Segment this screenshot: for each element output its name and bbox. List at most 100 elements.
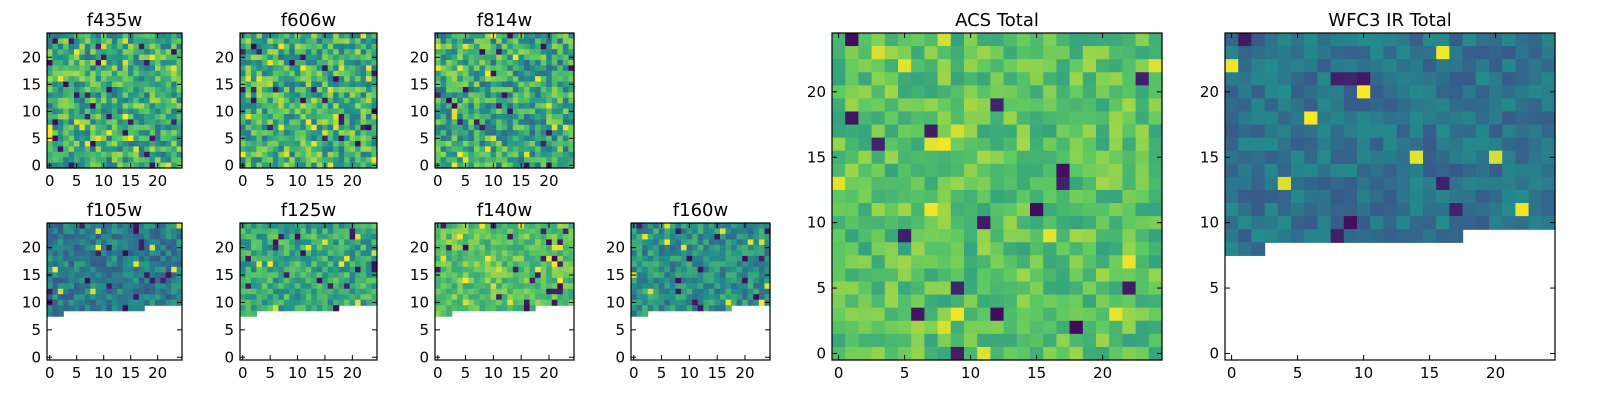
heatmap-cell bbox=[155, 76, 161, 83]
heatmap-cell bbox=[294, 54, 301, 61]
heatmap-cell bbox=[686, 266, 693, 273]
heatmap-cell bbox=[540, 92, 547, 99]
heatmap-cell bbox=[451, 76, 458, 83]
heatmap-cell bbox=[675, 255, 682, 262]
heatmap-cell bbox=[90, 255, 97, 262]
heatmap-cell bbox=[557, 244, 564, 251]
heatmap-cell bbox=[562, 54, 570, 61]
heatmap-cell bbox=[144, 76, 151, 83]
heatmap-cell bbox=[832, 85, 846, 99]
heatmap-cell bbox=[138, 277, 145, 284]
heatmap-cell bbox=[485, 162, 492, 169]
heatmap-cell bbox=[1016, 150, 1031, 165]
heatmap-cell bbox=[924, 255, 939, 270]
heatmap-cell bbox=[507, 87, 514, 93]
heatmap-cell bbox=[562, 283, 570, 290]
heatmap-cell bbox=[250, 162, 258, 169]
heatmap-cell bbox=[529, 130, 536, 137]
heatmap-cell bbox=[272, 135, 279, 142]
heatmap-cell bbox=[366, 299, 373, 306]
heatmap-cell bbox=[557, 114, 564, 120]
heatmap-cell bbox=[468, 151, 475, 158]
heatmap-cell bbox=[90, 60, 97, 66]
heatmap-cell bbox=[316, 76, 323, 83]
heatmap-cell bbox=[283, 288, 290, 295]
heatmap-cell bbox=[366, 233, 373, 241]
heatmap-cell bbox=[742, 288, 749, 295]
heatmap-cell bbox=[540, 162, 547, 169]
heatmap-cell bbox=[144, 288, 151, 295]
heatmap-cell bbox=[52, 141, 59, 147]
heatmap-cell bbox=[52, 272, 59, 279]
heatmap-cell bbox=[1528, 111, 1543, 126]
heatmap-cell bbox=[74, 294, 80, 301]
heatmap-cell bbox=[294, 103, 301, 110]
heatmap-cell bbox=[832, 242, 846, 256]
heatmap-cell bbox=[240, 283, 247, 290]
heatmap-cell bbox=[250, 288, 258, 295]
heatmap-cell bbox=[344, 288, 351, 295]
heatmap-cell bbox=[327, 288, 334, 295]
heatmap-cell bbox=[278, 146, 285, 153]
heatmap-cell bbox=[283, 33, 290, 39]
heatmap-cell bbox=[245, 272, 252, 279]
heatmap-cell bbox=[101, 233, 107, 241]
heatmap-cell bbox=[964, 242, 978, 256]
heatmap-cell bbox=[697, 250, 704, 257]
heatmap-cell bbox=[435, 310, 442, 317]
heatmap-cell bbox=[764, 294, 771, 301]
heatmap-cell bbox=[289, 277, 296, 284]
heatmap-cell bbox=[501, 103, 508, 110]
heatmap-cell bbox=[1343, 203, 1358, 217]
heatmap-cell bbox=[305, 92, 312, 99]
heatmap-cell bbox=[832, 72, 846, 86]
heatmap-cell bbox=[529, 299, 536, 306]
heatmap-cell bbox=[990, 33, 1005, 47]
heatmap-cell bbox=[138, 49, 145, 56]
heatmap-cell bbox=[518, 299, 525, 306]
heatmap-cell bbox=[845, 229, 859, 243]
heatmap-cell bbox=[106, 223, 113, 230]
heatmap-cell bbox=[74, 288, 80, 295]
heatmap-cell bbox=[68, 60, 75, 66]
heatmap-cell bbox=[1528, 203, 1543, 217]
heatmap-cell bbox=[371, 261, 378, 268]
heatmap-cell bbox=[256, 49, 263, 56]
heatmap-cell bbox=[371, 223, 378, 230]
heatmap-cell bbox=[496, 233, 503, 241]
heatmap-cell bbox=[300, 239, 307, 246]
heatmap-cell bbox=[144, 277, 151, 284]
heatmap-cell bbox=[490, 76, 497, 83]
heatmap-cell bbox=[518, 255, 525, 262]
heatmap-cell bbox=[496, 81, 503, 88]
heatmap-cell bbox=[122, 124, 129, 131]
heatmap-cell bbox=[898, 203, 912, 217]
heatmap-cell bbox=[355, 277, 362, 284]
heatmap-cell bbox=[133, 228, 140, 235]
heatmap-cell bbox=[440, 310, 447, 317]
heatmap-cell bbox=[1030, 203, 1044, 217]
heatmap-cell bbox=[485, 49, 492, 56]
heatmap-cell bbox=[106, 65, 113, 72]
heatmap-cell bbox=[144, 141, 151, 147]
heatmap-cell bbox=[272, 97, 279, 104]
heatmap-cell bbox=[540, 277, 547, 284]
heatmap-cell bbox=[106, 294, 113, 301]
heatmap-cell bbox=[551, 97, 558, 104]
heatmap-cell bbox=[736, 261, 743, 268]
heatmap-cell bbox=[344, 97, 351, 104]
heatmap-cell bbox=[1383, 85, 1398, 99]
heatmap-cell bbox=[149, 92, 156, 99]
heatmap-cell bbox=[316, 135, 323, 142]
heatmap-cell bbox=[1082, 307, 1097, 322]
heatmap-cell bbox=[1096, 281, 1110, 296]
heatmap-cell bbox=[485, 272, 492, 279]
heatmap-cell bbox=[344, 162, 351, 169]
heatmap-cell bbox=[1423, 85, 1437, 99]
heatmap-cell bbox=[305, 141, 312, 147]
heatmap-cell bbox=[74, 103, 80, 110]
heatmap-cell bbox=[832, 307, 846, 322]
heatmap-cell bbox=[294, 119, 301, 126]
heatmap-cell bbox=[490, 81, 497, 88]
heatmap-cell bbox=[496, 261, 503, 268]
